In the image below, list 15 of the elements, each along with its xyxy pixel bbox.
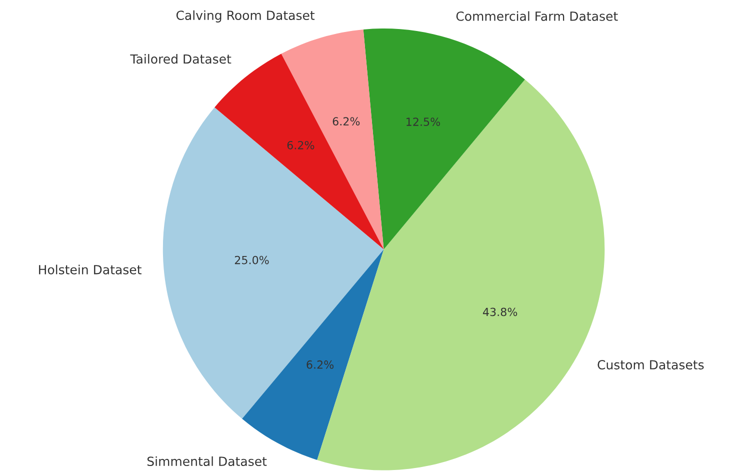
pie-slice: [363, 28, 525, 250]
pie-slice: [162, 107, 384, 419]
data-label: 6.2%: [332, 117, 360, 126]
data-label: 6.2%: [287, 140, 314, 150]
data-label: 12.5%: [406, 118, 440, 126]
slice-label: Commercial Farm Dataset: [456, 11, 618, 21]
slice-label: Tailored Dataset: [130, 54, 232, 64]
slice-label: Calving Room Dataset: [176, 10, 315, 22]
data-label: 25.0%: [234, 256, 269, 264]
slice-label: Custom Datasets: [598, 360, 704, 370]
slice-label: Holstein Dataset: [39, 264, 142, 274]
data-label: 43.8%: [482, 308, 518, 316]
data-label: 6.2%: [306, 360, 334, 369]
pie-slice: [281, 29, 384, 250]
slice-label: Simmental Dataset: [147, 456, 267, 466]
